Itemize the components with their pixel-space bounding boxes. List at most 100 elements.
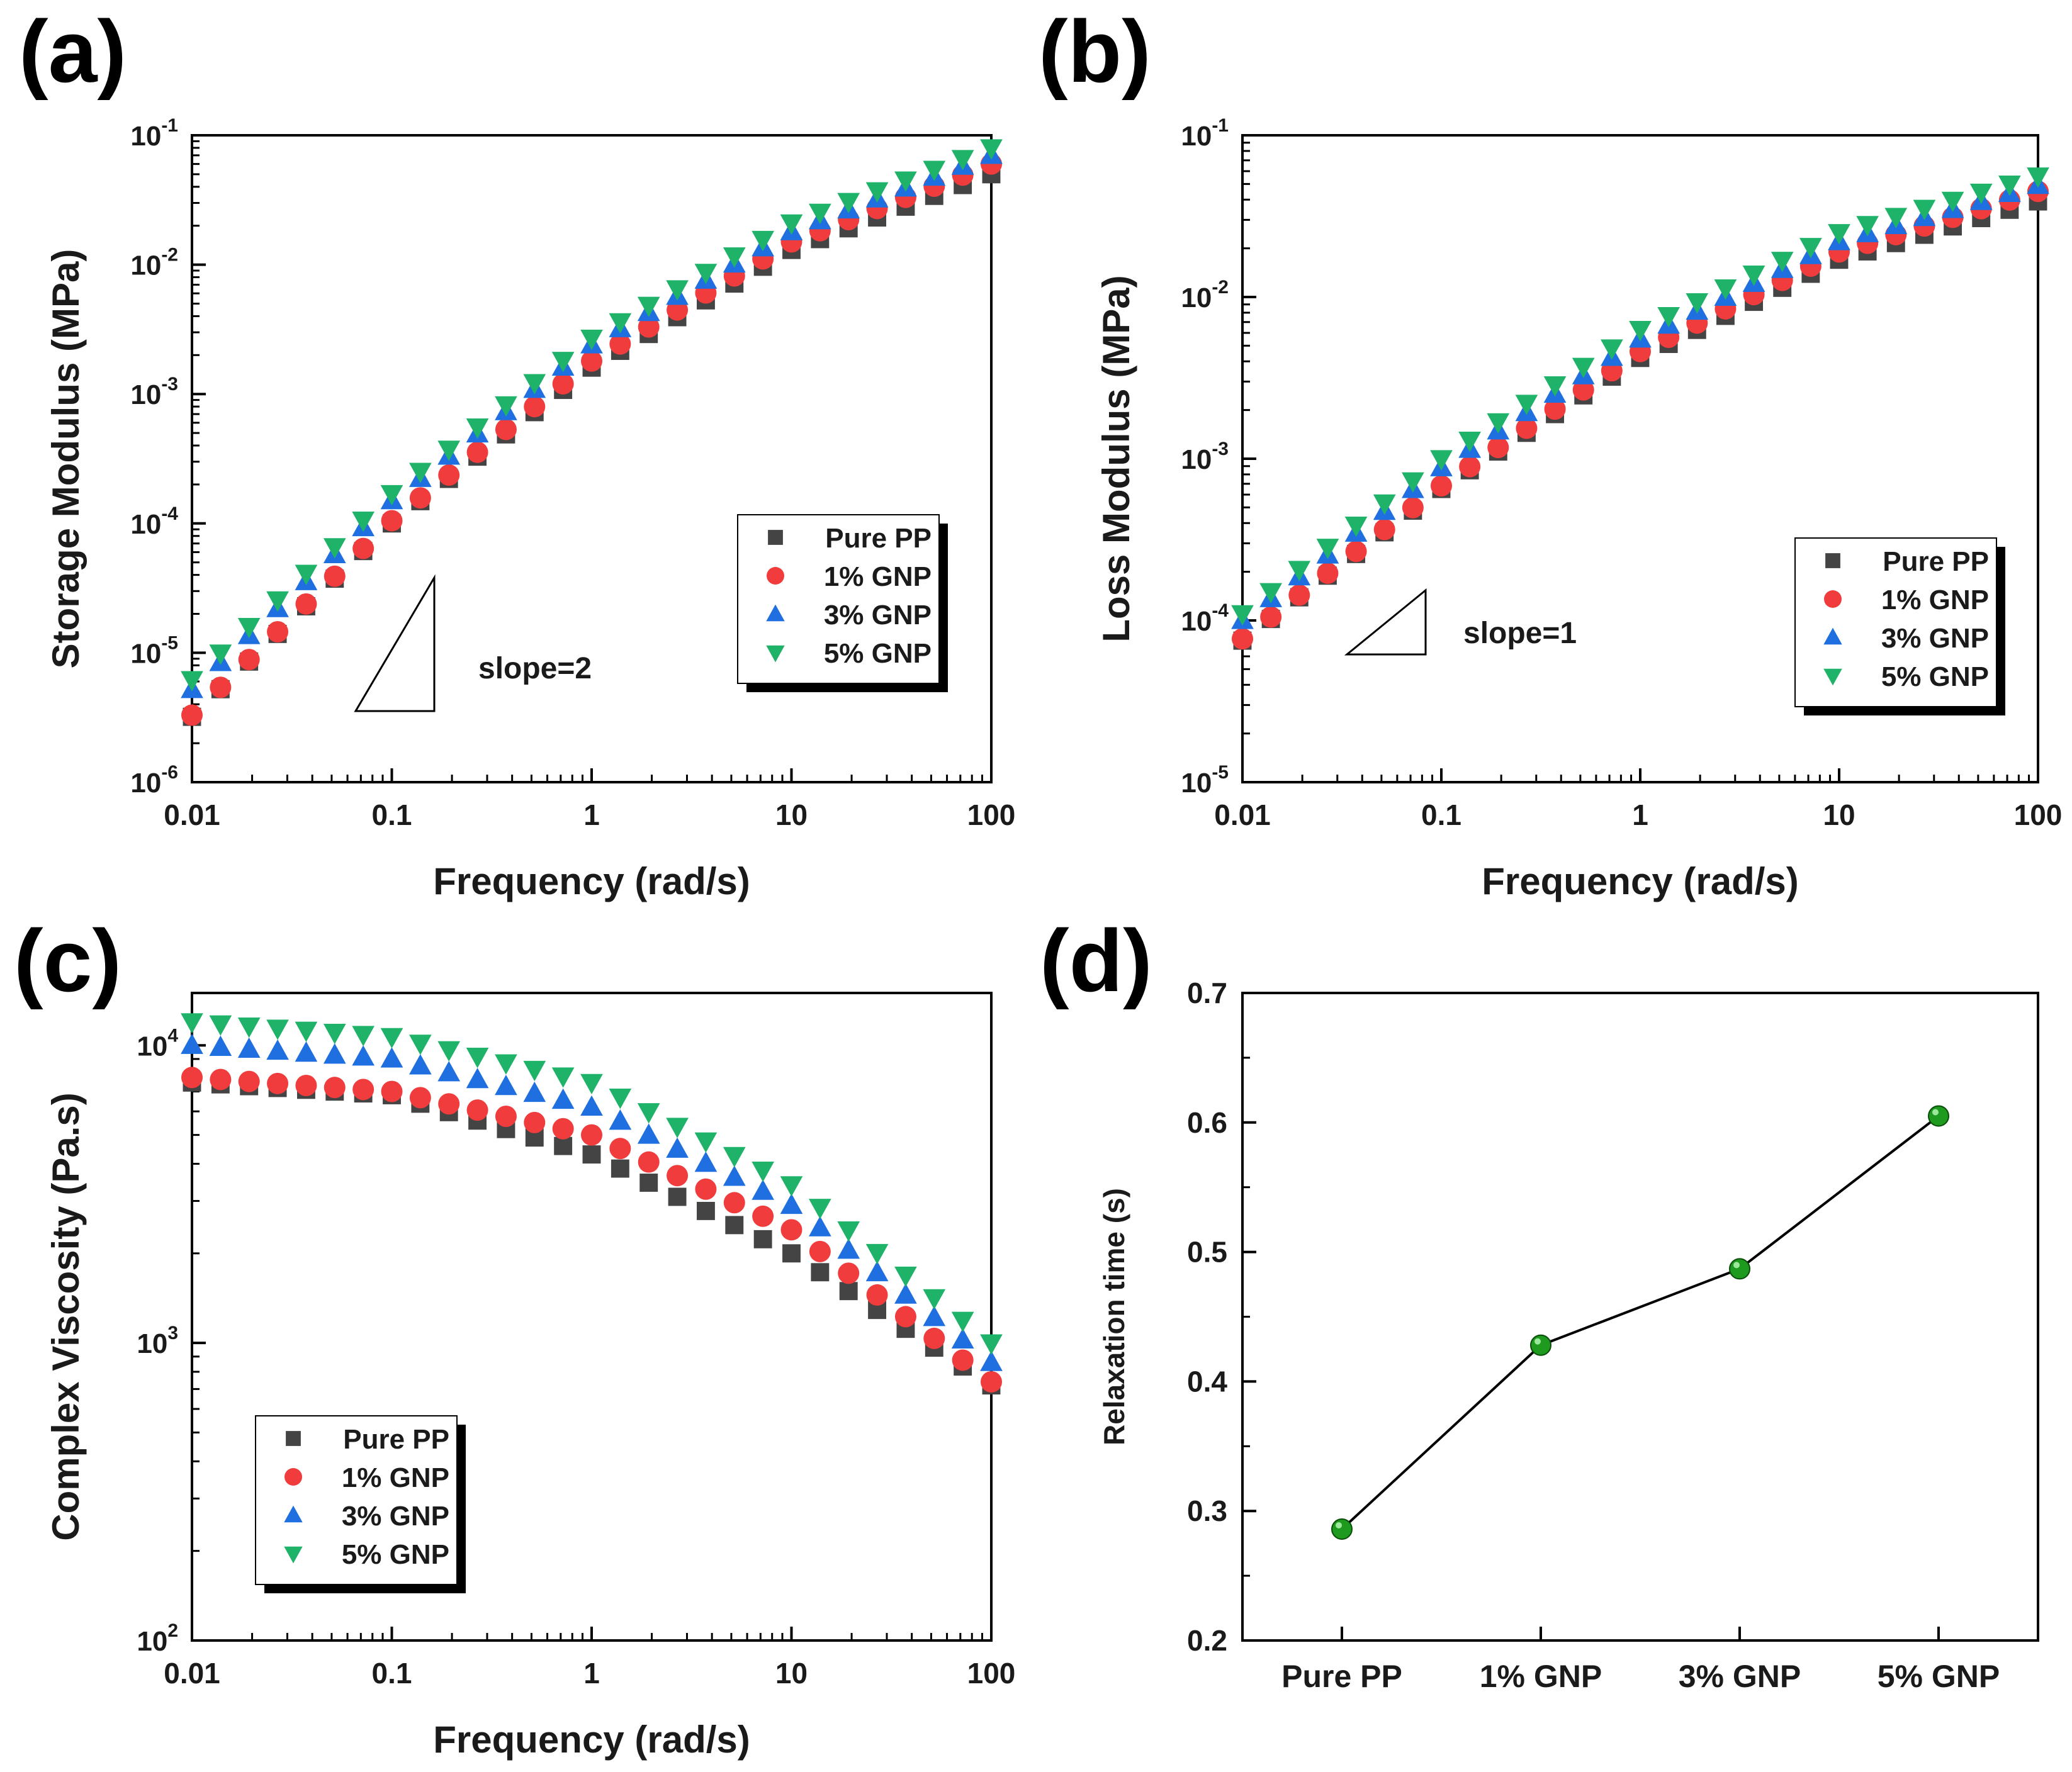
series-5-gnp bbox=[1231, 167, 2049, 626]
data-point bbox=[1686, 293, 1709, 314]
data-point bbox=[981, 1371, 1002, 1393]
data-point bbox=[209, 1035, 232, 1056]
y-tick-label: 0.2 bbox=[1187, 1624, 1227, 1657]
y-tick-exp: -3 bbox=[161, 374, 178, 395]
x-tick-label: 10 bbox=[775, 1657, 808, 1690]
y-tick-exp: 4 bbox=[167, 1025, 178, 1046]
data-point bbox=[581, 350, 602, 372]
data-point bbox=[466, 1099, 488, 1121]
data-point bbox=[181, 1067, 203, 1089]
data-point bbox=[552, 373, 574, 395]
data-point bbox=[352, 1079, 374, 1101]
legend-marker bbox=[768, 530, 783, 545]
legend-label: Pure PP bbox=[825, 523, 932, 554]
data-point bbox=[780, 1193, 803, 1214]
data-point bbox=[238, 1070, 260, 1092]
legend-label: Pure PP bbox=[343, 1424, 449, 1455]
y-tick-label: 10-2 bbox=[130, 245, 178, 281]
data-point bbox=[666, 1137, 689, 1158]
data-point bbox=[381, 510, 403, 532]
data-point bbox=[694, 1151, 718, 1172]
data-point bbox=[894, 1283, 917, 1304]
data-point bbox=[1288, 561, 1311, 581]
data-point bbox=[609, 1138, 631, 1160]
data-point bbox=[495, 396, 517, 417]
data-point bbox=[637, 1123, 660, 1144]
data-point bbox=[1771, 252, 1794, 272]
panel-letter: (b) bbox=[1039, 2, 1151, 101]
x-tick-label: 1 bbox=[583, 799, 600, 831]
data-point bbox=[466, 1048, 489, 1068]
slope-annotation: slope=2 bbox=[478, 652, 592, 685]
y-tick-label: 10-6 bbox=[130, 762, 178, 799]
x-tick-label: 100 bbox=[967, 799, 1016, 831]
data-point bbox=[409, 1054, 432, 1075]
data-point bbox=[295, 1021, 318, 1042]
y-tick-exp: -4 bbox=[161, 503, 178, 524]
data-point bbox=[1487, 437, 1509, 459]
data-point bbox=[638, 316, 660, 338]
data-point bbox=[323, 1024, 346, 1045]
legend-marker bbox=[766, 604, 785, 622]
data-point bbox=[295, 564, 318, 585]
data-point bbox=[295, 593, 317, 615]
legend-label: 1% GNP bbox=[1881, 585, 1989, 615]
x-tick-label: 5% GNP bbox=[1878, 1659, 2000, 1694]
data-point bbox=[523, 1081, 546, 1102]
legend-label: 5% GNP bbox=[824, 638, 932, 669]
legend-label: 1% GNP bbox=[824, 561, 932, 592]
data-point bbox=[725, 1216, 744, 1235]
x-tick-label: 1 bbox=[1632, 799, 1648, 831]
legend-marker bbox=[1825, 553, 1840, 568]
data-point bbox=[609, 1088, 632, 1109]
data-point bbox=[1998, 175, 2021, 196]
series-5-gnp bbox=[181, 139, 1003, 692]
y-tick-exp: -2 bbox=[1212, 277, 1229, 298]
data-point bbox=[1884, 208, 1908, 228]
data-point bbox=[551, 352, 575, 373]
legend-marker bbox=[1823, 627, 1842, 645]
data-point bbox=[437, 1041, 461, 1062]
x-tick-label: 0.1 bbox=[1421, 799, 1461, 831]
data-point bbox=[523, 374, 546, 395]
data-point bbox=[951, 150, 974, 171]
data-point bbox=[1373, 494, 1396, 515]
y-tick-label: 0.4 bbox=[1187, 1365, 1227, 1398]
data-point bbox=[923, 1327, 945, 1349]
data-point bbox=[381, 1080, 403, 1102]
data-point bbox=[951, 1311, 974, 1332]
y-tick-label: 104 bbox=[137, 1025, 178, 1062]
data-point bbox=[1516, 417, 1538, 439]
legend-label: 3% GNP bbox=[342, 1501, 449, 1532]
data-point-highlight bbox=[1336, 1522, 1342, 1529]
data-point bbox=[267, 620, 289, 642]
data-point bbox=[267, 1072, 289, 1094]
data-point bbox=[866, 1284, 888, 1306]
slope-triangle bbox=[354, 574, 436, 712]
legend-label: 5% GNP bbox=[342, 1539, 449, 1570]
data-point bbox=[638, 1151, 660, 1173]
y-tick-base: 10 bbox=[1181, 444, 1212, 475]
data-point bbox=[1799, 238, 1822, 259]
data-point bbox=[1232, 628, 1253, 650]
x-tick-label: 100 bbox=[2014, 799, 2063, 831]
y-tick-exp: 2 bbox=[167, 1620, 178, 1641]
legend-marker bbox=[1824, 590, 1842, 608]
y-tick-label: 0.5 bbox=[1187, 1236, 1227, 1269]
data-point bbox=[980, 139, 1003, 160]
data-point bbox=[380, 1028, 403, 1049]
data-point bbox=[1515, 395, 1538, 415]
data-point bbox=[780, 214, 803, 235]
data-point bbox=[1572, 379, 1594, 401]
y-tick-label: 10-3 bbox=[130, 374, 178, 410]
y-tick-exp: 3 bbox=[167, 1323, 178, 1343]
legend-label: 5% GNP bbox=[1881, 661, 1989, 692]
data-point bbox=[210, 1068, 232, 1091]
data-point bbox=[1458, 432, 1481, 452]
data-point bbox=[1856, 216, 1879, 237]
data-point bbox=[1530, 1334, 1551, 1356]
x-tick-label: 0.01 bbox=[164, 799, 220, 831]
series-5-gnp bbox=[181, 1013, 1003, 1355]
data-point bbox=[865, 182, 889, 203]
